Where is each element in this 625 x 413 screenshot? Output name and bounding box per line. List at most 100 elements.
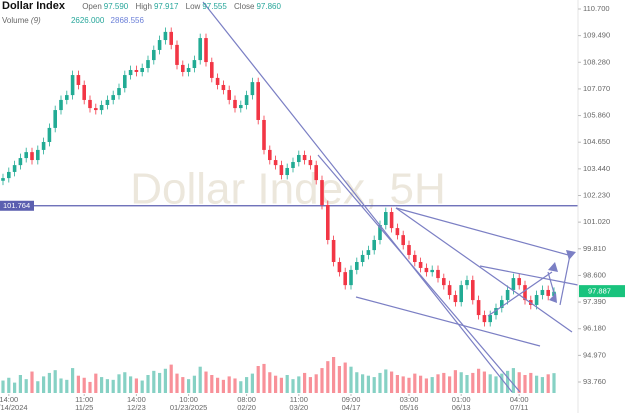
volume-bar [1,380,5,393]
arrowhead [548,262,558,272]
candle-body [378,225,382,240]
volume-bar [152,370,156,393]
candle-body [372,239,376,251]
candle-body [111,95,115,100]
volume-bar [30,371,34,393]
volume-bar [111,379,115,393]
close-label: Close [234,2,255,11]
volume-ma-value: 2868.556 [110,16,144,25]
volume-bar [546,374,550,393]
volume-bar [442,372,446,393]
candle-body [82,84,86,100]
y-tick-label: 110.700 [583,4,610,13]
candle-body [192,60,197,69]
candle-body [117,88,121,96]
symbol-title: Dollar Index [2,0,65,12]
candle-body [53,110,57,128]
candle-body [163,31,168,41]
trendline [317,154,521,393]
x-tick-label: 11:00 [290,395,308,404]
x-tick-date: 05/16 [400,403,419,412]
volume-bar [262,363,266,393]
candle-body [447,285,452,296]
candle-body [221,84,226,91]
drawings [202,1,579,393]
candle-body [297,154,301,163]
volume-bar [256,366,260,393]
candle-body [18,158,23,166]
candle-body [505,289,510,301]
volume-bar [192,375,196,393]
volume-bar [129,376,133,393]
candle-body [59,99,63,111]
volume-bar [453,370,457,393]
volume-bar [401,376,405,393]
volume-bar [204,371,208,393]
x-tick-date: 10/14/2024 [0,403,28,412]
x-tick-date: 12/23 [127,403,146,412]
volume-bar [361,374,365,393]
volume-bar [285,375,289,393]
candle-body [7,171,11,179]
candle-body [99,105,104,111]
volume-bar [158,372,162,393]
candle-body [262,119,266,150]
volume-bar [424,378,428,393]
volume-bar [245,377,249,393]
candle-body [105,99,110,106]
volume-value: 2626.000 [70,16,105,25]
candle-body [302,154,307,161]
trendline [487,271,553,317]
candle-body [94,108,98,111]
volume-bar [482,371,486,393]
low-value: 97.555 [202,2,227,11]
volume-bar [187,379,191,393]
x-tick-date: 03/20 [289,403,308,412]
volume-bar [65,379,69,393]
volume-bar [378,372,382,393]
candle-body [360,254,365,262]
candle-body [482,315,487,323]
candle-body [140,68,144,72]
trendline [395,207,573,257]
candle-body [430,269,434,273]
volume-bar [117,374,121,393]
candle-body [476,300,481,316]
hline-label: 101.764 [3,201,30,210]
volume-bar [511,368,515,393]
x-tick-label: 01:00 [452,395,471,404]
candle-body [12,165,17,172]
volume-bar [355,372,359,393]
candle-body [395,228,400,236]
candle-body [65,95,69,100]
candle-body [459,285,463,303]
volume-bar [291,379,295,393]
candle-body [407,245,411,255]
volume-bar [395,375,399,393]
volume-bar [419,375,423,393]
candle-body [471,280,475,301]
candle-body [424,267,429,273]
volume-bar [268,372,272,393]
trendline [202,1,513,393]
volume-bar [448,376,452,393]
candle-body [169,31,173,45]
volume-bar [343,362,347,393]
volume-bar [372,377,376,393]
volume-bar [210,375,214,393]
candle-body [337,261,342,273]
y-tick-label: 93.760 [583,377,606,386]
y-tick-label: 101.020 [583,217,610,226]
candle-body [384,212,388,226]
candle-body [215,77,220,85]
candle-body [152,49,156,61]
candle-body [268,149,272,161]
y-tick-label: 107.070 [583,84,610,93]
candle-body [181,64,185,72]
volume-bar [250,373,254,393]
volume-bar [94,373,98,393]
volume-bar [24,379,28,393]
y-tick-label: 99.810 [583,244,606,253]
x-tick-date: 06/13 [452,403,471,412]
candle-body [70,75,75,96]
